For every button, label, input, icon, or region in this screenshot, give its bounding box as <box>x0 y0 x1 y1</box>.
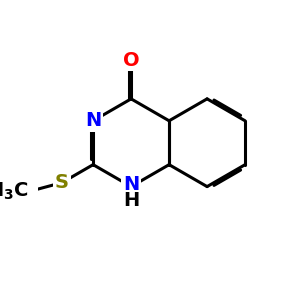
Text: O: O <box>123 51 140 70</box>
Text: H: H <box>123 191 139 210</box>
Text: N: N <box>123 175 139 194</box>
Text: S: S <box>55 173 69 192</box>
Text: $\mathregular{H_3C}$: $\mathregular{H_3C}$ <box>0 181 29 202</box>
Text: N: N <box>85 111 101 130</box>
